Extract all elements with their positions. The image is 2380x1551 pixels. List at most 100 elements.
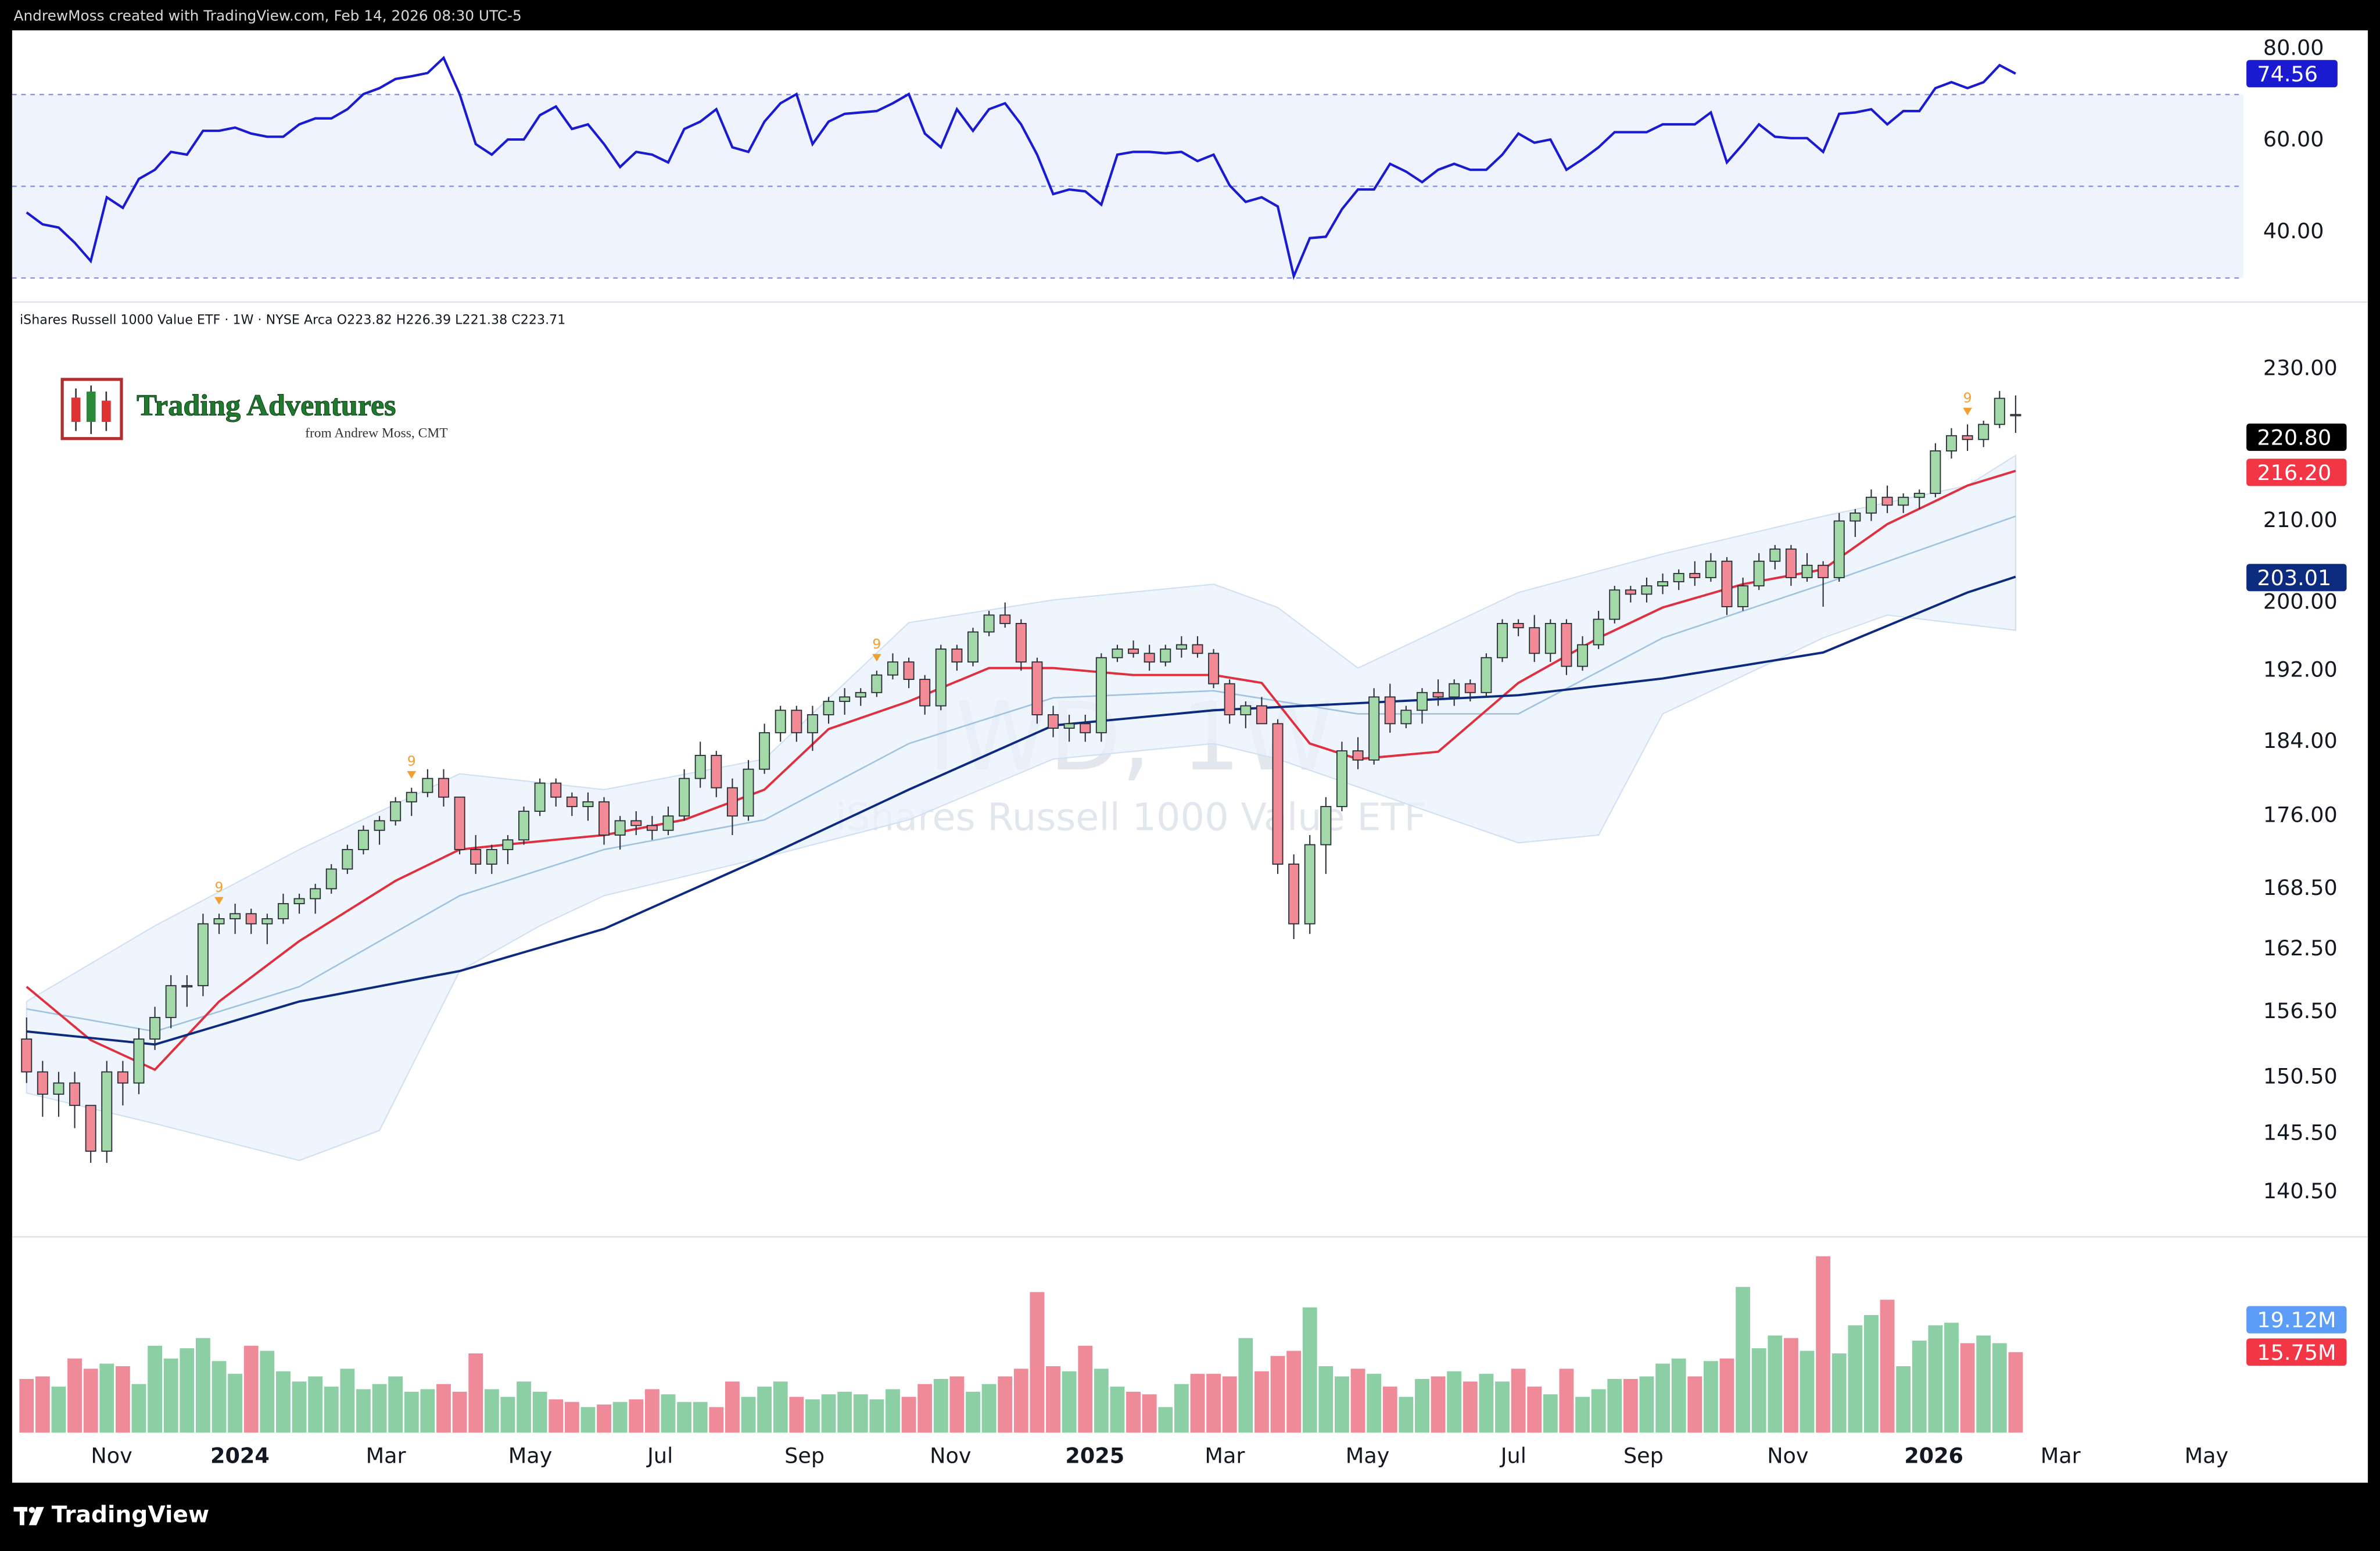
volume-bar (420, 1389, 435, 1433)
candle (1737, 577, 1749, 611)
volume-bar (308, 1376, 323, 1433)
volume-bar (1559, 1369, 1574, 1433)
candle (374, 816, 385, 845)
volume-bar (1030, 1292, 1045, 1433)
candle (1721, 557, 1733, 615)
candle (1320, 797, 1332, 874)
candle (791, 705, 802, 742)
volume-bar (51, 1387, 66, 1433)
candle (101, 1061, 113, 1163)
candle (1080, 714, 1091, 742)
candle (1336, 742, 1347, 812)
volume-bar (886, 1389, 900, 1433)
candle (502, 835, 514, 865)
candle-body (390, 801, 402, 822)
candle-body (807, 714, 818, 733)
volume-bar (612, 1402, 628, 1433)
x-tick-label: Mar (1205, 1443, 1245, 1468)
candle-body (21, 1038, 33, 1073)
candle-body (983, 614, 995, 633)
volume-bar (131, 1384, 146, 1433)
candle (1544, 619, 1556, 662)
candle-body (726, 787, 738, 817)
candle (534, 778, 546, 816)
candle (53, 1072, 64, 1117)
candle-body (1031, 661, 1043, 715)
candle (759, 723, 770, 774)
volume-bar (869, 1399, 884, 1433)
volume-bar (677, 1402, 692, 1433)
candle-body (646, 825, 658, 831)
candle (230, 904, 241, 934)
volume-bar (180, 1348, 195, 1433)
volume-bar (998, 1376, 1013, 1433)
candle-body (1818, 564, 1829, 578)
candle-body (342, 849, 353, 870)
volume-bar (1463, 1381, 1478, 1433)
candle-body (422, 778, 433, 793)
volume-bar (966, 1391, 980, 1433)
y-tick-label: 162.50 (2263, 936, 2338, 961)
volume-bar (981, 1384, 997, 1433)
volume-bar (1944, 1323, 1959, 1433)
candle-body (1673, 572, 1684, 582)
candle (342, 844, 353, 874)
x-tick-label: 2025 (1065, 1443, 1124, 1468)
volume-bar (1431, 1376, 1446, 1433)
candle (1913, 489, 1925, 510)
volume-bar (564, 1402, 579, 1433)
volume-bar (1639, 1376, 1654, 1433)
candle (1577, 636, 1589, 671)
candle-body (1705, 560, 1716, 578)
volume-bar (324, 1387, 339, 1433)
candle-body (101, 1071, 113, 1152)
candle-body (1737, 585, 1749, 607)
candle-body (935, 648, 947, 707)
candle (1609, 586, 1621, 624)
volume-bar (276, 1371, 291, 1433)
price-badge-label: 216.20 (2257, 460, 2331, 485)
candle (470, 835, 482, 874)
candle-body (630, 820, 642, 826)
volume-bar (212, 1361, 227, 1433)
candle (69, 1072, 81, 1129)
y-tick-label: 156.50 (2263, 998, 2338, 1023)
candle (1561, 619, 1572, 675)
candle (550, 778, 562, 807)
candle-body (1978, 424, 1990, 440)
price-badge-label: 74.56 (2257, 62, 2318, 87)
candle-body (1144, 653, 1155, 663)
candle-body (1881, 496, 1893, 506)
logo: Trading Adventures from Andrew Moss, CMT (60, 378, 448, 440)
x-tick-label: Mar (366, 1443, 407, 1468)
candle (1769, 545, 1781, 569)
volume-bar (1335, 1376, 1349, 1433)
candle-body (919, 679, 931, 707)
candle-body (903, 661, 915, 680)
volume-bar (484, 1389, 499, 1433)
candle-body (1368, 696, 1380, 761)
price-badge (2246, 1338, 2347, 1366)
candle-body (325, 868, 337, 890)
x-tick-label: Nov (1767, 1443, 1808, 1468)
y-tick-label: 140.50 (2263, 1179, 2338, 1203)
candle-body (357, 829, 369, 850)
volume-bar (1222, 1376, 1237, 1433)
volume-bar (1848, 1325, 1863, 1433)
volume-bar (1928, 1325, 1943, 1433)
volume-bar (709, 1407, 724, 1433)
candle-body (711, 755, 722, 789)
volume-bar (549, 1399, 564, 1433)
candle-body (679, 778, 690, 817)
volume-bar (1254, 1371, 1269, 1433)
candle-body (1048, 714, 1059, 729)
candle (438, 769, 449, 807)
candle (887, 653, 898, 680)
candle-body (1689, 572, 1701, 578)
volume-bar (1607, 1378, 1622, 1433)
candle-body (438, 778, 449, 798)
volume-bar (1013, 1369, 1028, 1433)
candle (1175, 636, 1187, 658)
candle (1497, 619, 1508, 662)
signal-arrow (407, 771, 417, 779)
